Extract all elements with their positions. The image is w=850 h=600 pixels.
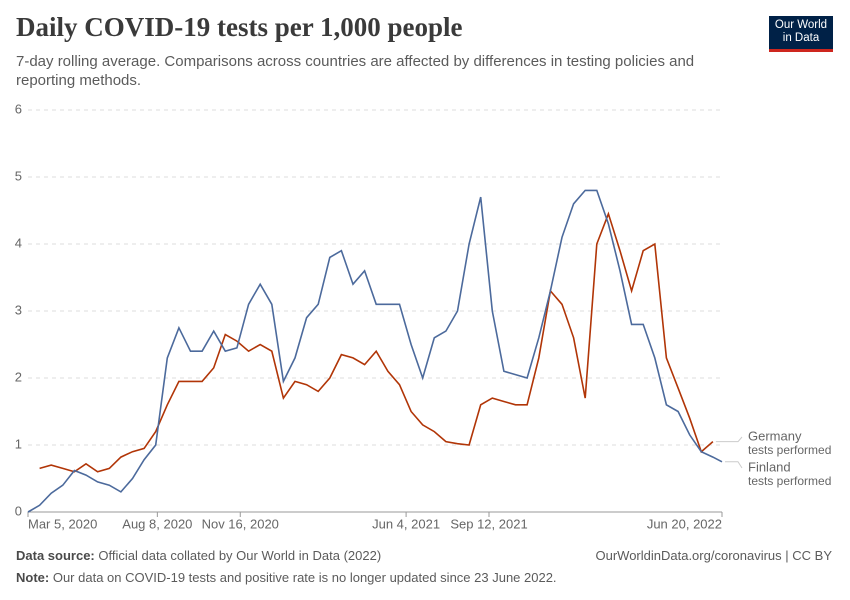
y-tick-label: 1: [15, 436, 22, 451]
label-connector: [725, 461, 743, 469]
note-text: Our data on COVID-19 tests and positive …: [52, 570, 557, 585]
source-label: Data source:: [16, 548, 95, 563]
label-connector: [715, 436, 743, 443]
legend-sublabel: tests performed: [748, 443, 831, 457]
chart-subtitle: 7-day rolling average. Comparisons acros…: [16, 53, 695, 89]
y-tick-label: 4: [15, 235, 22, 250]
y-tick-label: 5: [15, 168, 22, 183]
source: Data source: Official data collated by O…: [16, 548, 381, 563]
x-tick-label: Jun 4, 2021: [372, 516, 440, 531]
url[interactable]: OurWorldinData.org/coronavirus | CC BY: [595, 548, 832, 563]
series-line: [27, 189, 723, 513]
x-tick-label: Sep 12, 2021: [450, 516, 527, 531]
legend-label: Germany: [748, 428, 802, 443]
legend-label: Finland: [748, 459, 791, 474]
x-tick-label: Nov 16, 2020: [202, 516, 279, 531]
logo-text: Our World: [774, 19, 828, 31]
series-line: [39, 211, 714, 473]
x-tick-label: Mar 5, 2020: [28, 516, 97, 531]
y-tick-label: 0: [15, 503, 22, 518]
chart-title: Daily COVID-19 tests per 1,000 people: [16, 12, 463, 42]
note: Note: Our data on COVID-19 tests and pos…: [16, 570, 557, 585]
source-text: Official data collated by Our World in D…: [98, 548, 382, 563]
x-tick-label: Jun 20, 2022: [647, 516, 722, 531]
note-label: Note:: [16, 570, 50, 585]
y-tick-label: 2: [15, 369, 22, 384]
x-tick-label: Aug 8, 2020: [122, 516, 192, 531]
logo[interactable]: Our World in Data: [769, 16, 833, 52]
y-tick-label: 3: [15, 302, 22, 317]
legend-sublabel: tests performed: [748, 474, 831, 488]
logo-text: in Data: [782, 32, 820, 44]
y-tick-label: 6: [15, 101, 22, 116]
